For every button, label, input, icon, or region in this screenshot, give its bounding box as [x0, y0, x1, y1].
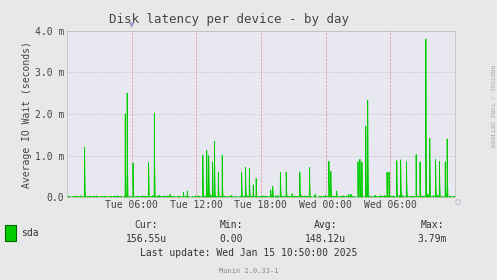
- Text: Cur:: Cur:: [135, 220, 159, 230]
- Text: 3.79m: 3.79m: [417, 234, 447, 244]
- Text: RRDTOOL / TOBI OETIKER: RRDTOOL / TOBI OETIKER: [490, 65, 495, 148]
- Text: Munin 2.0.33-1: Munin 2.0.33-1: [219, 268, 278, 274]
- Text: ▼: ▼: [129, 22, 134, 28]
- Text: 0.00: 0.00: [219, 234, 243, 244]
- Text: Max:: Max:: [420, 220, 444, 230]
- Text: ○: ○: [454, 199, 460, 205]
- Text: sda: sda: [21, 228, 38, 238]
- Text: Last update: Wed Jan 15 10:50:00 2025: Last update: Wed Jan 15 10:50:00 2025: [140, 248, 357, 258]
- Text: Disk latency per device - by day: Disk latency per device - by day: [109, 13, 348, 25]
- Text: 148.12u: 148.12u: [305, 234, 346, 244]
- Y-axis label: Average IO Wait (seconds): Average IO Wait (seconds): [22, 41, 32, 188]
- Text: 156.55u: 156.55u: [126, 234, 167, 244]
- Text: Min:: Min:: [219, 220, 243, 230]
- Text: Avg:: Avg:: [314, 220, 337, 230]
